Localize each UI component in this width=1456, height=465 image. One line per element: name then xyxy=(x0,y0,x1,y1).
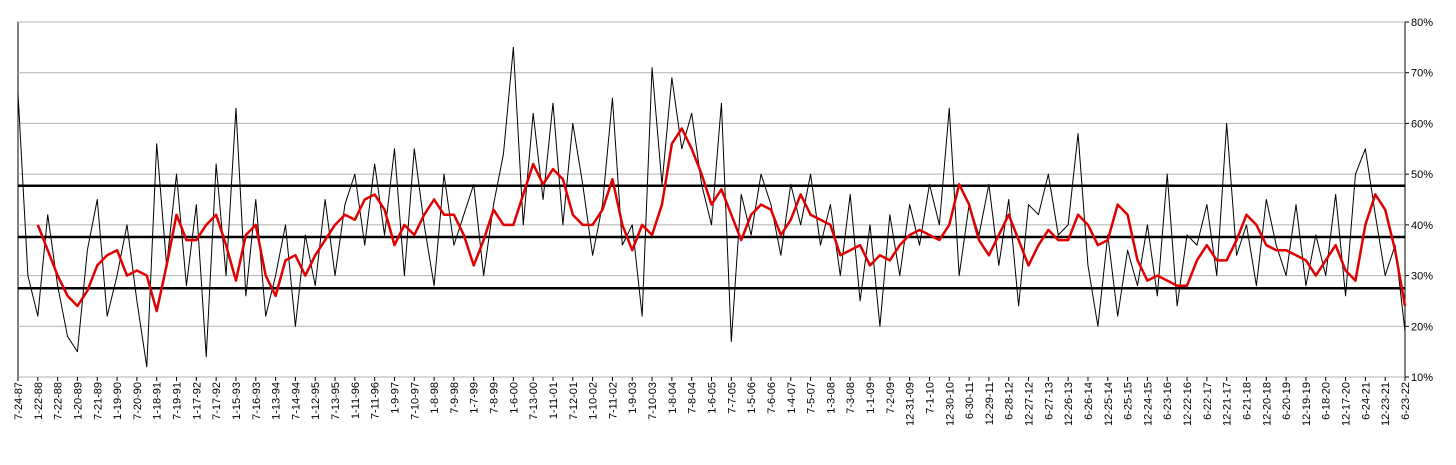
x-tick-label: 6-20-19 xyxy=(1281,382,1293,420)
x-tick-label: 6-23-16 xyxy=(1162,382,1174,420)
x-tick-label: 12-20-18 xyxy=(1261,382,1273,426)
x-tick-label: 7-2-09 xyxy=(885,382,897,414)
x-tick-label: 1-22-88 xyxy=(33,382,45,420)
x-tick-label: 7-16-93 xyxy=(251,382,263,420)
x-tick-label: 6-26-14 xyxy=(1083,382,1095,420)
x-tick-label: 7-14-94 xyxy=(290,382,302,420)
y-tick-label: 50% xyxy=(1411,169,1433,181)
x-tick-label: 7-9-98 xyxy=(449,382,461,414)
x-tick-label: 12-27-12 xyxy=(1024,382,1036,426)
x-tick-label: 12-22-16 xyxy=(1182,382,1194,426)
x-tick-label: 7-24-87 xyxy=(13,382,25,420)
x-tick-label: 12-17-20 xyxy=(1341,382,1353,426)
x-tick-label: 1-4-07 xyxy=(786,382,798,414)
x-tick-label: 12-24-15 xyxy=(1142,382,1154,426)
x-tick-label: 7-12-01 xyxy=(568,382,580,420)
x-tick-label: 1-8-98 xyxy=(429,382,441,414)
x-tick-label: 6-24-21 xyxy=(1360,382,1372,420)
x-tick-label: 7-21-89 xyxy=(92,382,104,420)
x-tick-label: 7-13-00 xyxy=(528,382,540,420)
x-tick-label: 1-9-97 xyxy=(389,382,401,414)
x-tick-label: 7-8-99 xyxy=(489,382,501,414)
y-tick-label: 20% xyxy=(1411,321,1433,333)
x-tick-label: 7-7-05 xyxy=(726,382,738,414)
x-tick-label: 12-23-21 xyxy=(1380,382,1392,426)
x-tick-label: 12-29-11 xyxy=(984,382,996,425)
x-tick-label: 1-11-01 xyxy=(548,382,560,419)
x-tick-label: 1-13-94 xyxy=(271,382,283,420)
y-tick-label: 60% xyxy=(1411,118,1433,130)
x-tick-label: 7-10-97 xyxy=(409,382,421,420)
x-tick-label: 7-6-06 xyxy=(766,382,778,414)
x-tick-label: 7-5-07 xyxy=(806,382,818,414)
x-tick-label: 7-3-08 xyxy=(845,382,857,414)
x-tick-label: 1-11-96 xyxy=(350,382,362,419)
x-tick-label: 6-18-20 xyxy=(1321,382,1333,420)
x-tick-label: 1-15-93 xyxy=(231,382,243,420)
x-tick-label: 1-8-04 xyxy=(667,382,679,414)
x-tick-label: 7-13-95 xyxy=(330,382,342,420)
x-tick-label: 1-10-02 xyxy=(588,382,600,420)
y-tick-label: 80% xyxy=(1411,17,1433,29)
x-tick-label: 7-11-96 xyxy=(370,382,382,419)
x-tick-label: 7-17-92 xyxy=(211,382,223,420)
x-tick-label: 1-3-08 xyxy=(825,382,837,414)
x-tick-label: 1-6-00 xyxy=(508,382,520,414)
x-tick-label: 1-5-06 xyxy=(746,382,758,414)
x-tick-label: 12-30-10 xyxy=(944,382,956,426)
y-tick-label: 30% xyxy=(1411,271,1433,283)
x-tick-label: 12-19-19 xyxy=(1301,382,1313,426)
x-tick-label: 1-18-91 xyxy=(152,382,164,420)
x-tick-label: 7-20-90 xyxy=(132,382,144,420)
x-tick-label: 6-23-22 xyxy=(1400,382,1412,420)
x-tick-label: 6-28-12 xyxy=(1004,382,1016,420)
plot-frame xyxy=(17,21,1406,378)
x-tick-label: 12-21-17 xyxy=(1222,382,1234,426)
x-tick-label: 6-25-15 xyxy=(1123,382,1135,420)
series-line xyxy=(36,127,1407,313)
x-tick-label: 1-1-09 xyxy=(865,382,877,414)
x-tick-label: 7-22-88 xyxy=(53,382,65,420)
x-tick-label: 7-1-10 xyxy=(924,382,936,414)
x-tick-label: 12-25-14 xyxy=(1103,382,1115,426)
series-line xyxy=(17,46,1406,368)
y-tick-label: 10% xyxy=(1411,372,1433,384)
x-tick-label: 6-22-17 xyxy=(1202,382,1214,420)
y-tick-label: 70% xyxy=(1411,68,1433,80)
x-tick-label: 12-26-13 xyxy=(1063,382,1075,426)
x-tick-label: 6-30-11 xyxy=(964,382,976,419)
x-tick-label: 1-7-99 xyxy=(469,382,481,414)
x-tick-label: 1-12-95 xyxy=(310,382,322,420)
x-tick-label: 7-19-91 xyxy=(172,382,184,420)
x-tick-label: 7-10-03 xyxy=(647,382,659,420)
x-tick-label: 6-27-13 xyxy=(1043,382,1055,420)
x-tick-label: 6-21-18 xyxy=(1241,382,1253,420)
y-tick-label: 40% xyxy=(1411,220,1433,232)
x-tick-label: 12-31-09 xyxy=(905,382,917,426)
x-tick-label: 7-8-04 xyxy=(687,382,699,414)
x-tick-label: 1-6-05 xyxy=(707,382,719,414)
x-tick-label: 1-17-92 xyxy=(191,382,203,420)
x-tick-label: 1-9-03 xyxy=(627,382,639,414)
x-tick-label: 7-11-02 xyxy=(607,382,619,419)
x-tick-label: 1-20-89 xyxy=(72,382,84,420)
x-tick-label: 1-19-90 xyxy=(112,382,124,420)
